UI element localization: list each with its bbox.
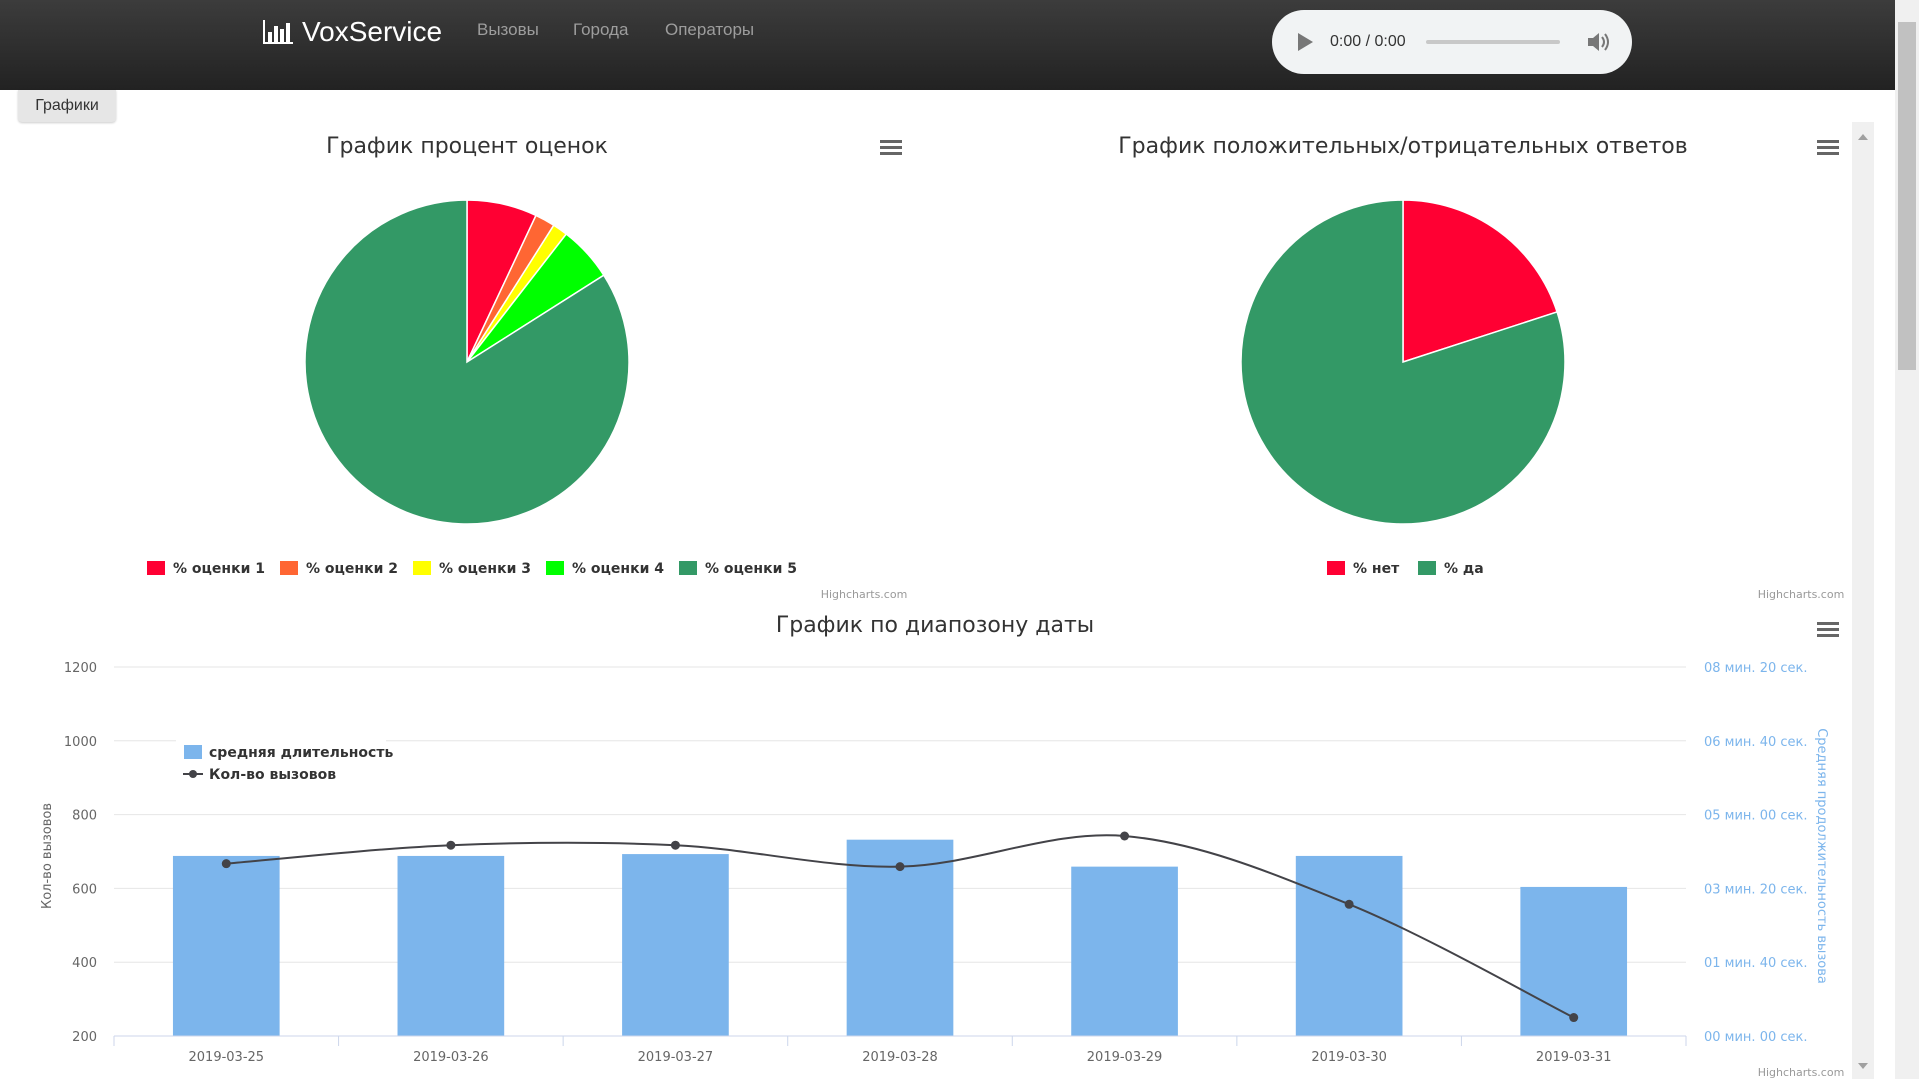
legend-item[interactable]: средняя длительность [209, 745, 393, 761]
pie-slice[interactable] [1240, 199, 1566, 525]
legend-item[interactable]: % нет [1353, 561, 1400, 577]
y2-tick-label: 06 мин. 40 сек. [1704, 735, 1808, 750]
chart-legend: % нет % да [1327, 561, 1484, 577]
tab-charts[interactable]: Графики [18, 90, 116, 122]
legend-swatch [184, 745, 202, 759]
nav-cities[interactable]: Города [573, 20, 629, 39]
chart-title: График по диапозону даты [776, 613, 1094, 638]
y2-tick-label: 08 мин. 20 сек. [1704, 661, 1808, 676]
bar[interactable] [1071, 866, 1178, 1036]
x-tick-label: 2019-03-25 [189, 1050, 265, 1065]
y2-tick-label: 00 мин. 00 сек. [1704, 1030, 1808, 1045]
column-series [172, 839, 1628, 1036]
pie-slice[interactable] [1402, 199, 1559, 364]
line-point[interactable] [1569, 1013, 1579, 1023]
legend-item[interactable]: Кол-во вызовов [209, 767, 336, 783]
y-tick-label: 1200 [64, 661, 97, 676]
y-tick-label: 200 [72, 1030, 97, 1045]
bar[interactable] [622, 854, 729, 1036]
chart-menu-icon[interactable] [880, 140, 902, 155]
chart-legend: средняя длительность Кол-во вызовов [176, 738, 393, 790]
top-navbar: VoxService Вызовы Города Операторы 0:00 … [0, 0, 1895, 90]
bar[interactable] [846, 839, 954, 1036]
legend-item[interactable]: % да [1444, 561, 1484, 577]
line-point[interactable] [221, 859, 231, 869]
volume-icon[interactable] [1586, 30, 1612, 54]
pie-slices [1240, 199, 1566, 525]
legend-item[interactable]: % оценки 3 [439, 561, 531, 577]
line-point[interactable] [895, 862, 905, 872]
audio-player[interactable]: 0:00 / 0:00 [1272, 10, 1632, 74]
legend-item[interactable]: % оценки 4 [572, 561, 664, 577]
brand-link[interactable]: VoxService [262, 14, 442, 50]
y2-tick-label: 01 мин. 40 сек. [1704, 956, 1808, 971]
legend-swatch [280, 561, 298, 575]
nav-calls[interactable]: Вызовы [477, 20, 539, 39]
chart-credits[interactable]: Highcharts.com [1758, 1066, 1845, 1079]
panel-scrollbar[interactable] [1852, 122, 1874, 1079]
legend-swatch [413, 561, 431, 575]
line-series [221, 831, 1579, 1023]
line-point[interactable] [1344, 899, 1354, 909]
chart-credits[interactable]: Highcharts.com [821, 588, 908, 601]
chart-menu-icon[interactable] [1817, 622, 1839, 637]
legend-swatch [679, 561, 697, 575]
scroll-down-icon[interactable] [1858, 1063, 1868, 1069]
pie-chart-answers: График положительных/отрицательных ответ… [1118, 134, 1845, 601]
axes: 1200 08 мин. 20 сек. 1000 06 мин. 40 сек. 80… [64, 661, 1808, 1065]
line-point[interactable] [1120, 831, 1130, 841]
x-tick-label: 2019-03-27 [638, 1050, 714, 1065]
x-tick-label: 2019-03-29 [1087, 1050, 1163, 1065]
legend-swatch [1418, 561, 1436, 575]
play-icon[interactable] [1296, 32, 1314, 52]
y2-tick-label: 05 мин. 00 сек. [1704, 809, 1808, 824]
x-tick-label: 2019-03-26 [413, 1050, 489, 1065]
x-tick-label: 2019-03-30 [1311, 1050, 1387, 1065]
legend-background [176, 738, 386, 790]
y-tick-label: 600 [72, 882, 97, 897]
x-tick-label: 2019-03-31 [1536, 1050, 1612, 1065]
audio-time: 0:00 / 0:00 [1330, 33, 1406, 50]
bar[interactable] [1520, 886, 1628, 1036]
y-axis-title: Кол-во вызовов [40, 803, 55, 909]
x-tick-label: 2019-03-28 [862, 1050, 938, 1065]
window-scrollbar[interactable] [1895, 0, 1919, 1079]
legend-swatch [147, 561, 165, 575]
bar[interactable] [397, 855, 505, 1036]
legend-point-symbol [189, 770, 197, 778]
pie-slice[interactable] [304, 199, 630, 525]
pie-slices [304, 199, 630, 525]
legend-swatch [1327, 561, 1345, 575]
pie-chart-ratings: График процент оценок % оценки 1% оценки… [147, 134, 908, 601]
y-tick-label: 1000 [64, 735, 97, 750]
audio-progress-slider[interactable] [1425, 40, 1560, 44]
legend-swatch [546, 561, 564, 575]
y-tick-label: 400 [72, 956, 97, 971]
legend-item[interactable]: % оценки 5 [705, 561, 797, 577]
y-tick-label: 800 [72, 809, 97, 824]
y2-axis-title: Средняя продолжительность вызова [1814, 728, 1829, 984]
line-point[interactable] [670, 840, 680, 850]
chart-credits[interactable]: Highcharts.com [1758, 588, 1845, 601]
brand-name: VoxService [302, 16, 443, 47]
combo-chart-date-range: График по диапозону даты 1200 08 мин. 20 … [40, 613, 1845, 1079]
chart-title: График процент оценок [326, 134, 608, 159]
bar[interactable] [172, 855, 280, 1036]
chart-legend: % оценки 1 % оценки 2 % оценки 3 % оценки 4… [147, 561, 797, 577]
bar-chart-icon [263, 20, 293, 44]
nav-operators[interactable]: Операторы [665, 20, 755, 39]
chart-title: График положительных/отрицательных ответ… [1118, 134, 1687, 159]
legend-item[interactable]: % оценки 2 [306, 561, 398, 577]
legend-item[interactable]: % оценки 1 [173, 561, 265, 577]
scroll-up-icon[interactable] [1858, 134, 1868, 140]
line-point[interactable] [446, 840, 456, 850]
chart-menu-icon[interactable] [1817, 140, 1839, 155]
bar[interactable] [1295, 855, 1403, 1036]
y2-tick-label: 03 мин. 20 сек. [1704, 882, 1808, 897]
scrollbar-thumb[interactable] [1898, 22, 1916, 370]
